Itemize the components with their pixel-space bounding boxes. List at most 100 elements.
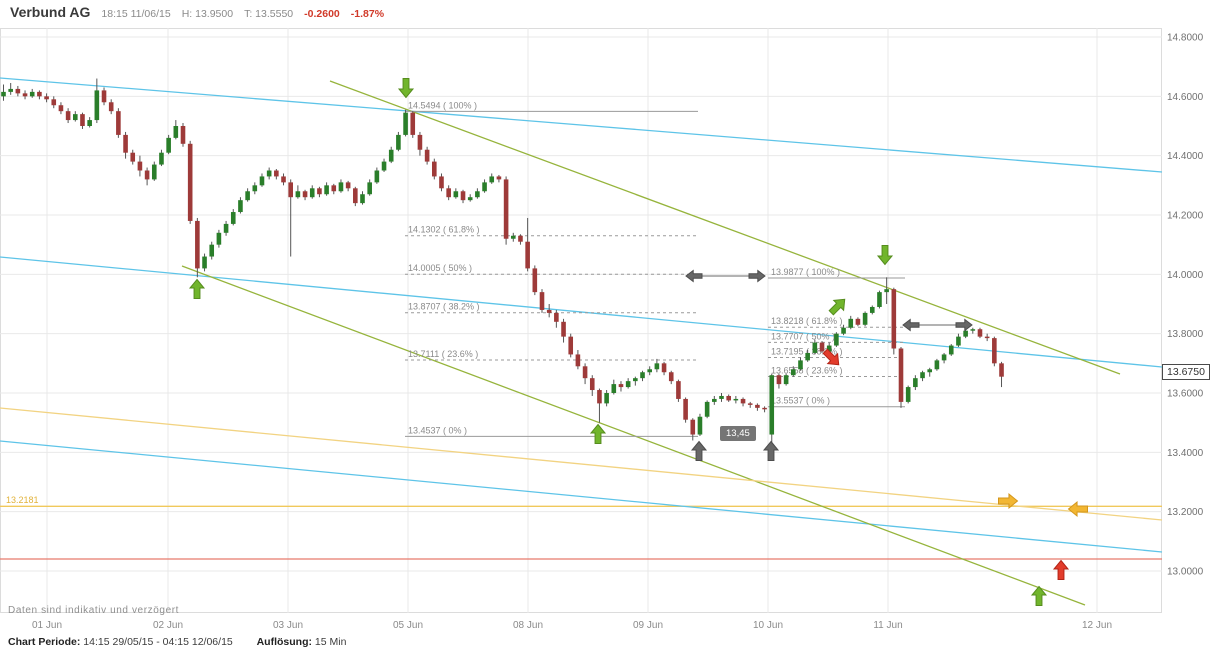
candle-body	[22, 93, 28, 97]
candle-body	[582, 366, 588, 379]
green-channel-lower	[181, 265, 1086, 606]
candle-body	[769, 375, 775, 435]
candle-body	[992, 338, 997, 364]
candle-body	[891, 289, 897, 349]
candle-body	[697, 416, 703, 435]
candle-body	[238, 200, 243, 213]
candle-body	[396, 134, 401, 150]
candle-body	[123, 134, 128, 153]
candle-body	[180, 126, 186, 144]
candle-body	[683, 398, 688, 420]
candle-body	[245, 191, 250, 201]
candle-body	[116, 111, 121, 135]
green-down-arrow-peak1	[397, 78, 415, 99]
quote-change: -0.2600	[304, 8, 340, 20]
candle-body	[676, 381, 681, 399]
candle-body	[762, 407, 767, 410]
candle-body	[87, 120, 92, 127]
candle-body	[747, 403, 753, 405]
range-marker-1-right-arrow-icon	[748, 269, 766, 283]
fib-retracement-2-label: 13.7707 ( 50% )	[771, 331, 835, 341]
candle-body	[869, 306, 875, 313]
candle-body	[525, 241, 530, 269]
yellow-left-arrow	[1067, 500, 1088, 518]
candle-body	[834, 333, 839, 346]
candle-body	[927, 369, 933, 373]
candle-body	[403, 112, 408, 135]
candle-body	[73, 114, 78, 121]
x-axis-label: 01 Jun	[32, 620, 62, 631]
candle-body	[281, 176, 286, 183]
candle-body	[302, 191, 308, 198]
candle-body	[252, 185, 258, 192]
range-marker-2-right-arrow-icon	[955, 318, 973, 332]
candle-body	[266, 170, 272, 177]
candle-body	[999, 363, 1004, 377]
candle-body	[417, 134, 423, 150]
yellow-diagonal	[0, 407, 1163, 521]
fib-retracement-1-label: 14.0005 ( 50% )	[408, 263, 472, 273]
gray-up-arrow-bottom2	[762, 440, 780, 461]
plot-border	[0, 28, 1162, 613]
candle-body	[108, 102, 114, 112]
candle-body	[288, 182, 293, 198]
candle-body	[259, 176, 265, 186]
candle-body	[29, 91, 35, 97]
y-axis-label: 14.2000	[1167, 211, 1204, 222]
candle-body	[503, 179, 509, 239]
x-axis-label: 10 Jun	[753, 620, 783, 631]
candle-body	[532, 268, 538, 293]
candle-body	[65, 111, 71, 121]
y-axis-label: 14.6000	[1167, 92, 1204, 103]
candle-body	[633, 378, 638, 382]
fib-retracement-1-label: 13.4537 ( 0% )	[408, 425, 467, 435]
candle-body	[482, 182, 487, 192]
data-disclaimer: Daten sind indikativ und verzögert	[8, 605, 180, 616]
cyan-channel-lower	[0, 440, 1163, 553]
candle-body	[51, 99, 57, 106]
quote-timestamp: 18:15 11/06/15	[101, 8, 171, 20]
candle-body	[546, 309, 552, 313]
candle-body	[374, 170, 380, 183]
candle-body	[460, 191, 466, 201]
fib-retracement-1-label: 14.1302 ( 61.8% )	[408, 225, 480, 235]
candle-body	[309, 188, 315, 198]
candle-body	[654, 363, 660, 370]
candle-body	[274, 170, 279, 177]
candle-body	[855, 318, 861, 325]
candle-body	[37, 91, 42, 97]
candle-body	[826, 345, 832, 352]
x-axis-label: 08 Jun	[513, 620, 543, 631]
cyan-channel-middle	[0, 256, 1163, 368]
candle-body	[704, 401, 710, 417]
candle-body	[984, 336, 990, 339]
candle-body	[44, 96, 49, 100]
x-axis-label: 03 Jun	[273, 620, 303, 631]
candle-body	[345, 182, 351, 189]
candle-body	[719, 395, 724, 399]
candle-body	[977, 329, 983, 337]
candle-body	[353, 188, 358, 204]
candle-body	[295, 191, 301, 198]
candle-body	[848, 318, 854, 328]
candle-body	[410, 112, 416, 135]
candle-body	[195, 220, 200, 269]
candle-body	[956, 336, 961, 346]
candle-body	[604, 393, 609, 404]
candle-body	[381, 161, 387, 171]
candle-body	[1, 91, 6, 97]
fib-retracement-2-label: 13.5537 ( 0% )	[771, 396, 830, 406]
candle-body	[819, 342, 825, 352]
candle-body	[510, 235, 516, 239]
candle-body	[812, 342, 818, 353]
candle-body	[898, 348, 904, 402]
candle-body	[202, 256, 207, 269]
candle-body	[798, 360, 803, 370]
resolution-label: Auflösung:	[256, 636, 312, 648]
candle-body	[934, 360, 940, 370]
candle-body	[905, 387, 911, 402]
quote-header: Verbund AG 18:15 11/06/15 H: 13.9500 T: …	[10, 4, 384, 20]
candle-body	[568, 336, 574, 355]
y-axis-label: 13.4000	[1167, 448, 1204, 459]
